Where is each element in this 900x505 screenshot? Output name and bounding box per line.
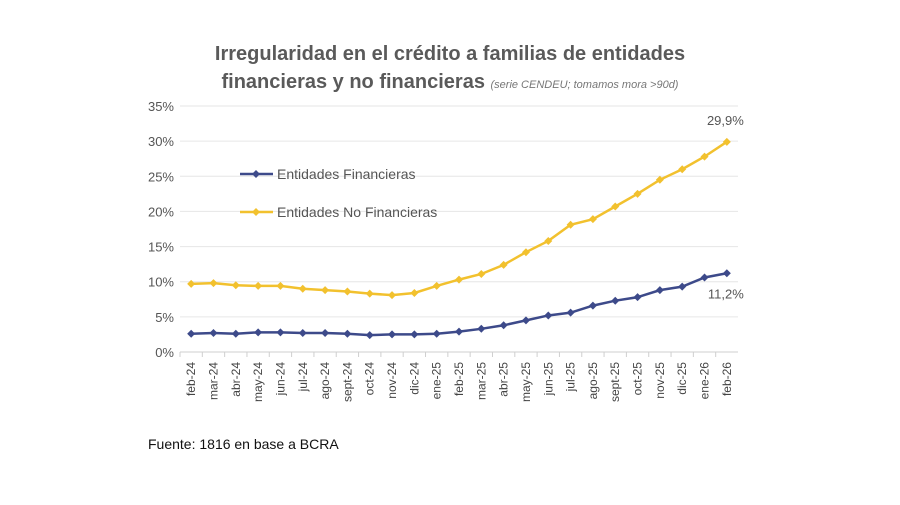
x-tick-label: ene-26 (698, 362, 712, 400)
data-point (722, 137, 731, 146)
data-point (388, 330, 397, 339)
x-tick-label: may-25 (519, 362, 533, 402)
y-tick-label: 30% (148, 134, 174, 149)
data-point (678, 165, 687, 174)
data-point (700, 273, 709, 282)
data-point (343, 329, 352, 338)
x-tick-label: dic-25 (675, 362, 689, 395)
data-point (477, 269, 486, 278)
data-point (455, 327, 463, 336)
data-point (611, 202, 620, 211)
data-point (410, 288, 419, 297)
data-point (455, 275, 463, 284)
x-tick-label: ago-24 (318, 362, 332, 400)
data-point (566, 220, 575, 229)
chart-subtitle: (serie CENDEU; tomamos mora >90d) (490, 79, 679, 91)
x-tick-label: jul-25 (564, 362, 578, 393)
x-tick-label: abr-25 (497, 362, 511, 397)
data-point (432, 329, 441, 338)
data-point (633, 293, 642, 302)
x-tick-label: mar-25 (474, 362, 488, 400)
x-tick-label: jun-24 (273, 362, 287, 397)
data-point (544, 311, 553, 320)
x-tick-label: jul-24 (296, 362, 310, 393)
data-point (343, 287, 352, 296)
data-point (187, 329, 196, 338)
data-point (298, 284, 307, 293)
data-point (499, 260, 508, 269)
data-point (209, 329, 218, 338)
x-tick-label: nov-25 (653, 362, 667, 399)
chart-title: Irregularidad en el crédito a familias d… (0, 40, 900, 99)
data-point (588, 301, 597, 310)
y-tick-label: 15% (148, 240, 174, 255)
data-point (521, 248, 530, 257)
data-point (410, 330, 419, 339)
data-point (231, 329, 240, 338)
data-point (611, 296, 620, 305)
data-point (477, 324, 486, 333)
series-line (191, 140, 728, 297)
x-tick-label: feb-24 (184, 362, 198, 396)
x-tick-label: ago-25 (586, 362, 600, 400)
title-line-2: financieras y no financieras (221, 71, 485, 93)
x-tick-label: nov-24 (385, 362, 399, 399)
legend-label: Entidades Financieras (277, 166, 416, 182)
x-tick-label: abr-24 (229, 362, 243, 397)
title-line-1: Irregularidad en el crédito a familias d… (214, 43, 686, 65)
y-tick-label: 5% (155, 310, 174, 325)
data-point (276, 328, 285, 337)
data-point (499, 321, 508, 330)
x-tick-label: oct-24 (363, 362, 377, 396)
data-point (388, 291, 397, 300)
x-tick-label: feb-25 (452, 362, 466, 396)
x-tick-label: may-24 (251, 362, 265, 402)
data-point (231, 281, 240, 290)
data-point (298, 329, 307, 338)
data-point (655, 286, 664, 295)
data-point (655, 175, 664, 184)
x-tick-label: ene-25 (430, 362, 444, 400)
end-data-label: 29,9% (707, 113, 744, 128)
data-point (633, 189, 642, 198)
data-point (276, 281, 285, 290)
y-tick-label: 35% (148, 99, 174, 114)
data-point (521, 316, 530, 325)
data-point (588, 215, 597, 224)
data-point (365, 331, 374, 340)
x-tick-label: sept-24 (340, 362, 354, 402)
data-point (187, 279, 196, 288)
data-point (722, 269, 731, 278)
data-point (432, 281, 441, 290)
legend-label: Entidades No Financieras (277, 204, 437, 220)
x-tick-label: sept-25 (608, 362, 622, 402)
data-point (678, 282, 687, 291)
source-note: Fuente: 1816 en base a BCRA (148, 436, 339, 452)
data-point (321, 329, 330, 338)
data-point (321, 286, 330, 295)
y-tick-label: 10% (148, 275, 174, 290)
x-tick-label: dic-24 (407, 362, 421, 395)
x-tick-label: oct-25 (631, 362, 645, 396)
data-point (700, 152, 709, 161)
data-point (566, 308, 575, 317)
legend-marker (252, 170, 260, 178)
y-tick-label: 25% (148, 169, 174, 184)
data-point (544, 236, 553, 245)
end-data-label: 11,2% (708, 286, 744, 301)
data-point (209, 279, 218, 288)
x-tick-label: jun-25 (541, 362, 555, 397)
y-tick-label: 20% (148, 204, 174, 219)
legend-marker (252, 208, 260, 216)
y-tick-label: 0% (155, 345, 174, 360)
x-tick-label: mar-24 (206, 362, 220, 400)
data-point (254, 328, 263, 337)
data-point (365, 289, 374, 298)
data-point (254, 281, 263, 290)
x-tick-label: feb-26 (720, 362, 734, 396)
